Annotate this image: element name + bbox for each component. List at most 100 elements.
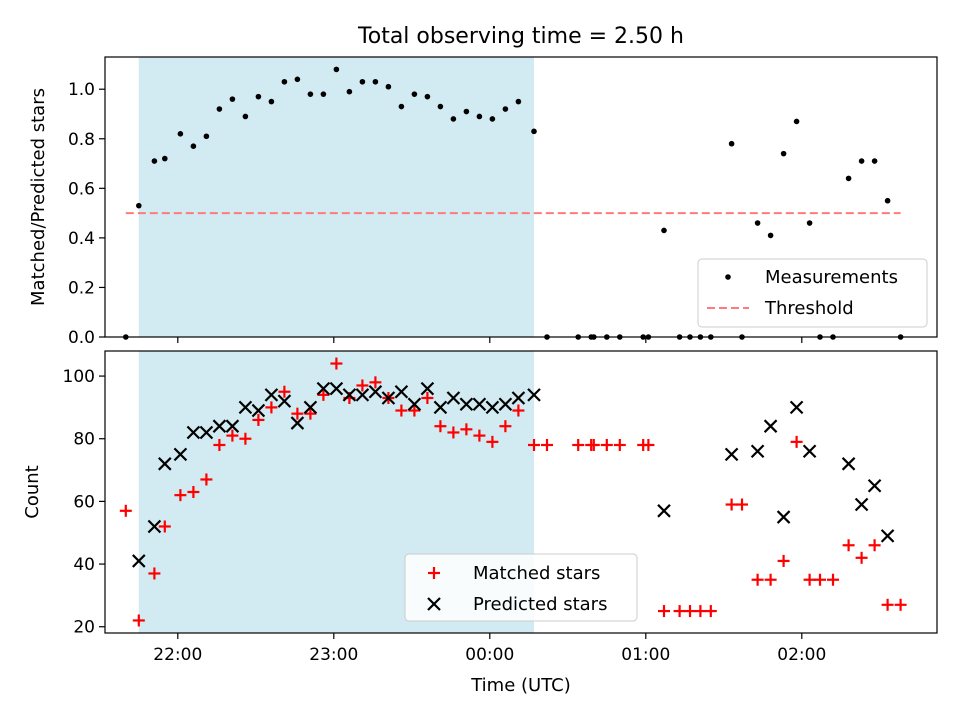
measurement-point <box>450 116 457 122</box>
measurement-point <box>661 227 667 234</box>
measurement-point <box>845 175 852 182</box>
measurement-point <box>531 128 537 135</box>
predicted-point <box>750 444 765 459</box>
matched-point <box>132 614 145 627</box>
measurement-point <box>255 93 262 100</box>
predicted-point <box>277 394 292 408</box>
matched-point <box>658 605 670 618</box>
matched-point <box>790 435 803 448</box>
measurement-point <box>372 78 379 85</box>
x-tick-label: 00:00 <box>465 645 514 665</box>
matched-point <box>499 420 512 433</box>
matched-point <box>304 407 317 420</box>
x-axis-label: Time (UTC) <box>470 675 571 696</box>
matched-point <box>642 439 655 451</box>
matched-point <box>434 420 447 433</box>
predicted-point <box>329 381 344 396</box>
matched-point <box>317 388 330 401</box>
y-tick-label: 1.0 <box>68 80 95 100</box>
predicted-point <box>433 400 448 415</box>
predicted-point <box>867 478 882 493</box>
measurement-point <box>858 158 865 164</box>
predicted-point <box>199 425 214 440</box>
measurement-point <box>411 91 418 97</box>
matched-point <box>881 598 894 611</box>
matched-point <box>356 379 369 392</box>
legend-predicted-marker <box>427 597 441 611</box>
y-tick-label: 20 <box>73 618 95 638</box>
predicted-point <box>342 388 357 402</box>
matched-point <box>827 573 839 586</box>
x-tick-label: 22:00 <box>153 645 202 665</box>
legend-matched-label: Matched stars <box>473 563 600 584</box>
x-tick-label: 23:00 <box>309 645 358 665</box>
top-legend: Measurements Threshold <box>697 258 928 328</box>
predicted-point <box>446 391 461 405</box>
matched-point <box>868 539 881 552</box>
matched-point <box>613 439 626 451</box>
predicted-point <box>225 419 240 433</box>
matched-point <box>213 439 226 451</box>
matched-point <box>278 385 291 398</box>
matched-point <box>694 605 707 618</box>
measurement-point <box>136 202 142 209</box>
measurement-point <box>307 91 314 97</box>
matched-point <box>226 429 239 442</box>
measurement-point <box>793 118 800 125</box>
matched-point <box>777 554 790 567</box>
matched-point <box>541 439 553 451</box>
predicted-point <box>802 444 817 459</box>
measurement-point <box>437 103 444 110</box>
bottom-y-ticks: 20 40 60 80 100 <box>63 367 105 638</box>
x-tick-label: 02:00 <box>777 645 826 665</box>
predicted-point <box>238 400 253 415</box>
predicted-point <box>485 400 500 415</box>
top-panel: 0.0 0.2 0.4 0.6 0.8 1.0 Matched/Predicted sta… <box>28 56 938 348</box>
measurement-point <box>780 150 787 157</box>
measurement-point <box>203 133 210 140</box>
top-y-ticks: 0.0 0.2 0.4 0.6 0.8 1.0 <box>68 80 105 348</box>
predicted-point <box>290 416 305 430</box>
predicted-point <box>527 388 541 402</box>
measurement-point <box>229 96 236 102</box>
top-marks <box>123 66 904 340</box>
predicted-point <box>511 391 526 405</box>
measurement-point <box>242 113 249 120</box>
matched-point <box>395 404 408 417</box>
matched-point <box>200 473 213 486</box>
matched-point <box>684 605 696 618</box>
measurement-point <box>884 197 891 204</box>
top-legend-box <box>697 258 928 328</box>
matched-point <box>587 439 600 451</box>
matched-point <box>265 401 278 414</box>
measurement-point <box>216 106 223 112</box>
matched-point <box>814 573 826 586</box>
measurement-point <box>398 103 405 110</box>
matched-point <box>369 376 382 389</box>
predicted-point <box>132 554 146 568</box>
predicted-point <box>854 497 869 512</box>
bottom-y-axis-label: Count <box>22 465 43 518</box>
bottom-marks <box>119 357 907 627</box>
y-tick-label: 80 <box>73 430 95 450</box>
matched-point <box>447 426 460 439</box>
bottom-legend-box <box>404 553 638 622</box>
predicted-point <box>158 457 172 471</box>
measurement-point <box>476 113 483 120</box>
matched-point <box>512 404 525 417</box>
y-tick-label: 100 <box>63 367 95 387</box>
matched-point <box>736 498 748 511</box>
predicted-point <box>251 403 266 418</box>
matched-point <box>486 435 499 448</box>
predicted-point <box>407 397 422 412</box>
matched-point <box>894 598 907 611</box>
measurement-point <box>424 93 431 100</box>
y-tick-label: 0.6 <box>68 179 95 199</box>
matched-point <box>528 439 540 451</box>
legend-measurements-marker <box>725 274 731 280</box>
measurement-point <box>268 98 275 105</box>
predicted-point <box>173 447 188 462</box>
measurement-point <box>190 143 197 150</box>
